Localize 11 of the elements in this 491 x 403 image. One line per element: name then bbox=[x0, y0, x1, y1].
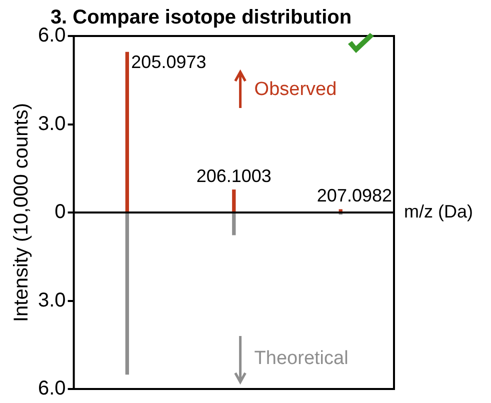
y-tick-label: 0 bbox=[54, 201, 66, 224]
y-tick-label: 6.0 bbox=[38, 378, 66, 400]
annotation: 205.0973 bbox=[131, 52, 206, 72]
y-tick-label: 3.0 bbox=[38, 112, 66, 135]
annotation: 207.0982 bbox=[316, 186, 392, 206]
y-axis-title: Intensity (10,000 counts) bbox=[10, 102, 33, 322]
text: Theoretical bbox=[254, 348, 348, 370]
x-axis-title: m/z (Da) bbox=[404, 201, 473, 222]
annotation: 206.1003 bbox=[196, 166, 272, 186]
y-tick-label: 3.0 bbox=[38, 289, 66, 312]
legend-label: Observed bbox=[254, 79, 337, 100]
